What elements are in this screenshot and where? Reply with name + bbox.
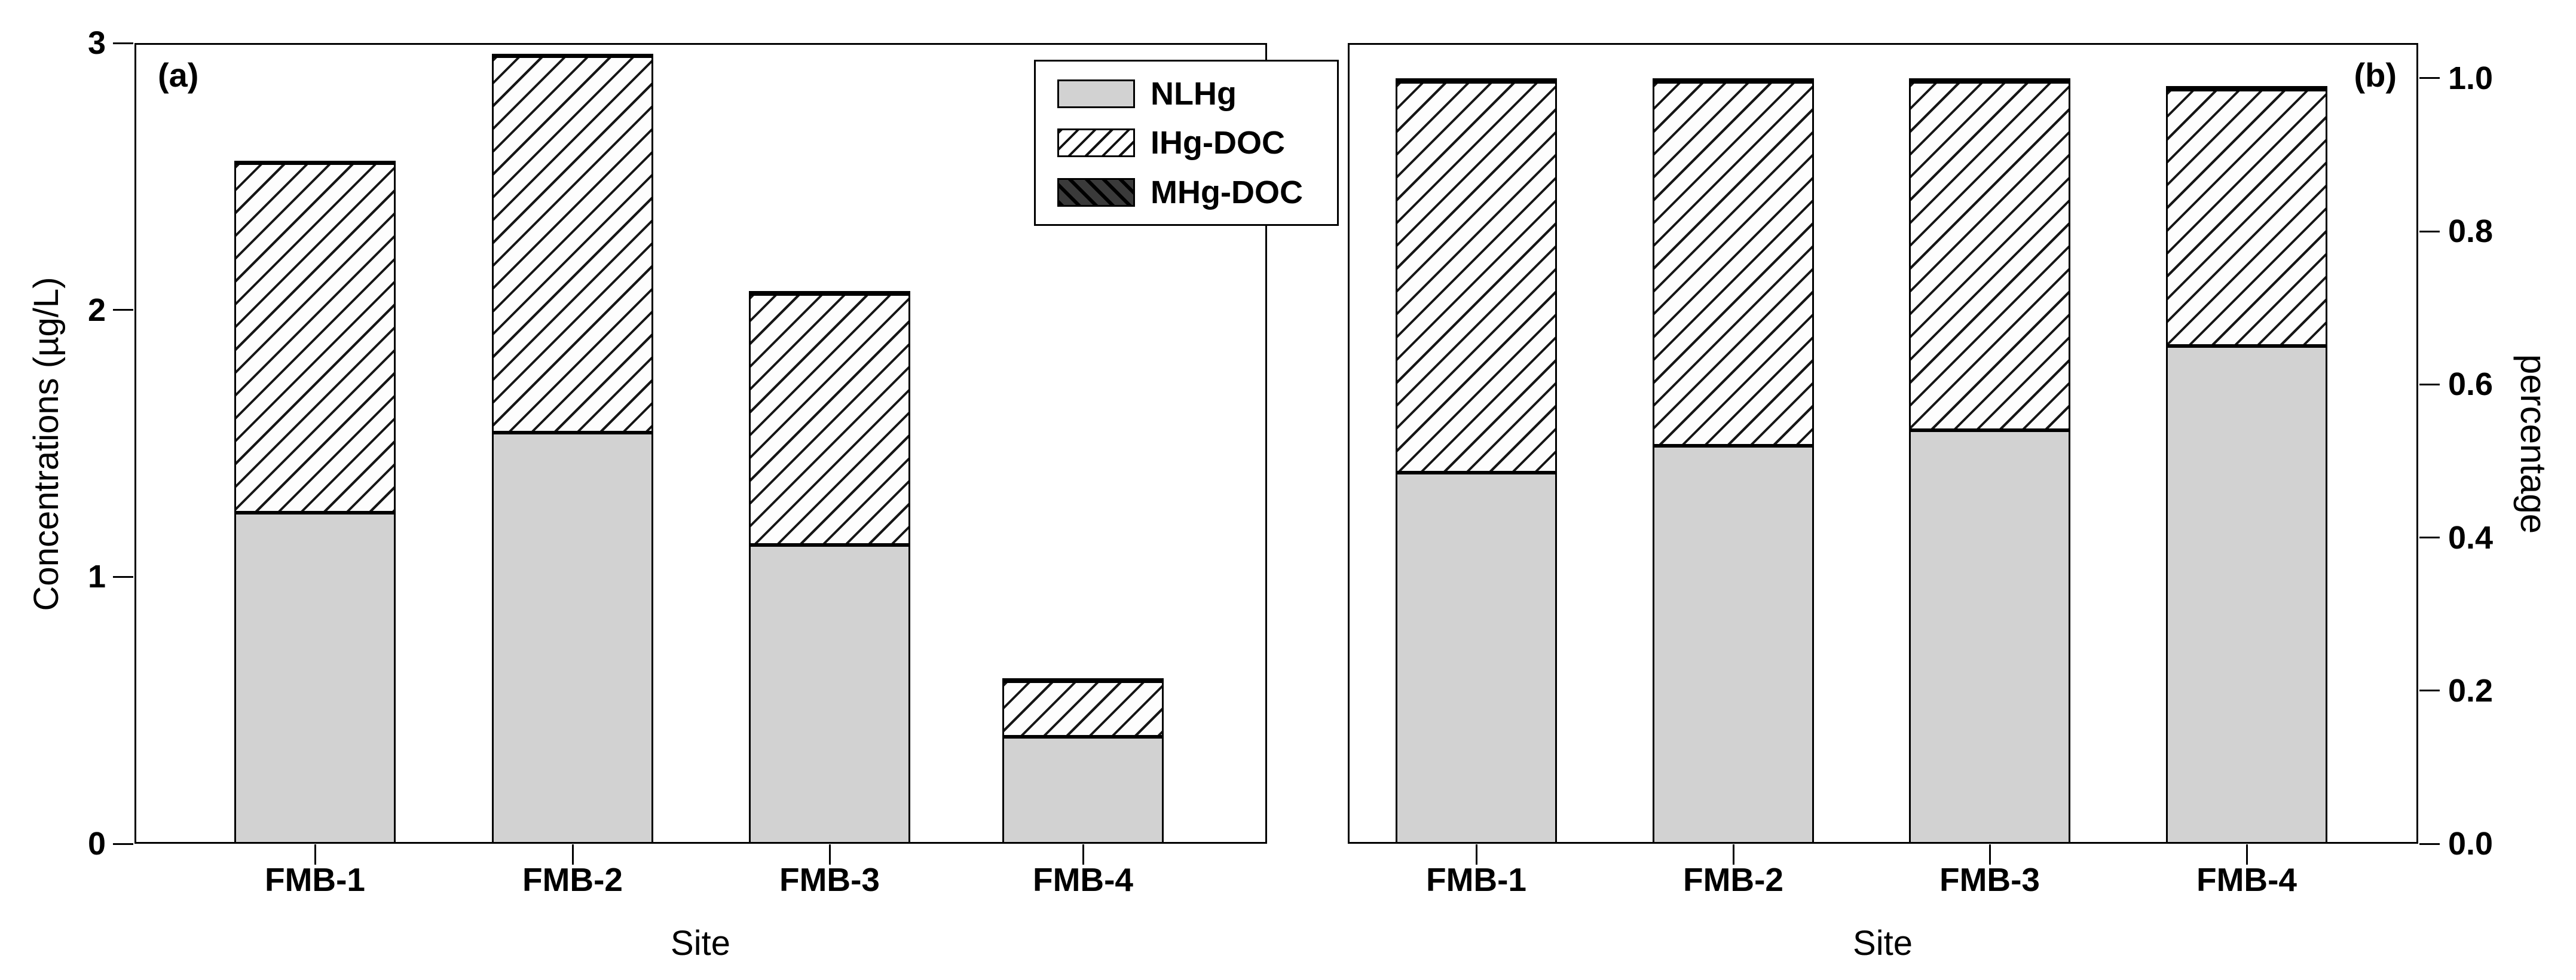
bar-b-FMB-4-MHg-DOC	[2166, 85, 2327, 90]
legend-label-ihg-doc: IHg-DOC	[1151, 125, 1285, 161]
y-tick-b-0.2	[2419, 690, 2440, 692]
bar-a-FMB-1-MHg-DOC	[234, 160, 396, 164]
bar-b-FMB-3-NLHg	[1909, 430, 2070, 844]
bar-b-FMB-2-NLHg	[1653, 445, 1814, 844]
x-tick-label-b-FMB-3: FMB-3	[1939, 861, 2040, 898]
x-tick-label-a-FMB-4: FMB-4	[1032, 861, 1134, 898]
y-axis-title-percentage: percentage	[2513, 354, 2553, 534]
bar-a-FMB-3-MHg-DOC	[749, 291, 910, 295]
legend-item-nlhg: NLHg	[1057, 76, 1337, 111]
bar-b-FMB-2-IHg-DOC	[1653, 82, 1814, 446]
y-tick-label-b-0.4: 0.4	[2448, 519, 2494, 556]
bar-a-FMB-4-MHg-DOC	[1002, 678, 1164, 682]
y-tick-b-0.0	[2419, 843, 2440, 845]
y-tick-label-b-0.8: 0.8	[2448, 213, 2494, 250]
bar-b-FMB-4-IHg-DOC	[2166, 90, 2327, 347]
bar-a-FMB-2-MHg-DOC	[492, 53, 653, 57]
y-tick-a-3	[113, 42, 133, 44]
legend-item-ihg-doc: IHg-DOC	[1057, 125, 1337, 160]
bar-b-FMB-1-IHg-DOC	[1396, 82, 1557, 473]
x-tick-label-a-FMB-1: FMB-1	[264, 861, 366, 898]
legend-label-nlhg: NLHg	[1151, 75, 1237, 112]
bar-a-FMB-1-NLHg	[234, 513, 396, 844]
y-tick-b-0.8	[2419, 230, 2440, 232]
y-tick-b-0.4	[2419, 537, 2440, 539]
legend-item-mhg-doc: MHg-DOC	[1057, 175, 1337, 210]
y-tick-label-a-0: 0	[87, 826, 106, 862]
bar-b-FMB-2-MHg-DOC	[1653, 78, 1814, 82]
x-tick-a-FMB-4	[1082, 844, 1084, 865]
y-tick-label-a-1: 1	[87, 559, 106, 595]
x-tick-label-a-FMB-2: FMB-2	[522, 861, 623, 898]
y-tick-label-b-0.0: 0.0	[2448, 826, 2494, 862]
y-tick-label-b-0.2: 0.2	[2448, 672, 2494, 709]
x-tick-a-FMB-1	[314, 844, 316, 865]
bar-b-FMB-1-MHg-DOC	[1396, 78, 1557, 82]
x-tick-b-FMB-3	[1988, 844, 1991, 865]
bar-b-FMB-3-MHg-DOC	[1909, 78, 2070, 82]
bar-a-FMB-2-NLHg	[492, 433, 653, 844]
legend-swatch-nlhg-icon	[1057, 79, 1135, 108]
legend-swatch-ihg-doc-icon	[1057, 128, 1135, 157]
x-tick-b-FMB-2	[1732, 844, 1734, 865]
bar-b-FMB-4-NLHg	[2166, 346, 2327, 844]
x-tick-a-FMB-3	[828, 844, 831, 865]
bar-a-FMB-4-IHg-DOC	[1002, 681, 1164, 737]
bar-a-FMB-1-IHg-DOC	[234, 163, 396, 513]
bar-b-FMB-1-NLHg	[1396, 472, 1557, 844]
x-axis-title-site-a: Site	[671, 924, 730, 963]
bar-a-FMB-2-IHg-DOC	[492, 56, 653, 433]
x-tick-a-FMB-2	[571, 844, 574, 865]
y-axis-title-concentrations: Concentrations (µg/L)	[27, 277, 66, 611]
x-tick-b-FMB-4	[2245, 844, 2248, 865]
bar-a-FMB-3-NLHg	[749, 544, 910, 844]
y-tick-b-1.0	[2419, 77, 2440, 79]
legend-swatch-mhg-doc-icon	[1057, 177, 1135, 207]
y-tick-label-a-3: 3	[87, 25, 106, 61]
y-tick-label-b-0.6: 0.6	[2448, 366, 2494, 403]
y-tick-b-0.6	[2419, 383, 2440, 385]
bar-a-FMB-3-IHg-DOC	[749, 293, 910, 545]
x-tick-label-b-FMB-1: FMB-1	[1425, 861, 1527, 898]
y-tick-a-1	[113, 575, 133, 578]
x-tick-label-b-FMB-4: FMB-4	[2196, 861, 2297, 898]
legend-label-mhg-doc: MHg-DOC	[1151, 174, 1303, 210]
x-tick-b-FMB-1	[1475, 844, 1477, 865]
bar-a-FMB-4-NLHg	[1002, 737, 1164, 844]
x-axis-title-site-b: Site	[1853, 924, 1913, 963]
bar-b-FMB-3-IHg-DOC	[1909, 82, 2070, 431]
panel-a-frame	[134, 43, 1267, 844]
panel-a-label: (a)	[158, 56, 199, 94]
y-tick-a-0	[113, 843, 133, 845]
panel-b-label: (b)	[2354, 56, 2397, 94]
y-tick-label-a-2: 2	[87, 292, 106, 328]
y-tick-label-b-1.0: 1.0	[2448, 60, 2494, 96]
x-tick-label-a-FMB-3: FMB-3	[779, 861, 880, 898]
legend: NLHg IHg-DOC MHg-DOC	[1034, 60, 1339, 226]
y-tick-a-2	[113, 309, 133, 311]
x-tick-label-b-FMB-2: FMB-2	[1682, 861, 1784, 898]
panel-b-frame	[1348, 43, 2418, 844]
